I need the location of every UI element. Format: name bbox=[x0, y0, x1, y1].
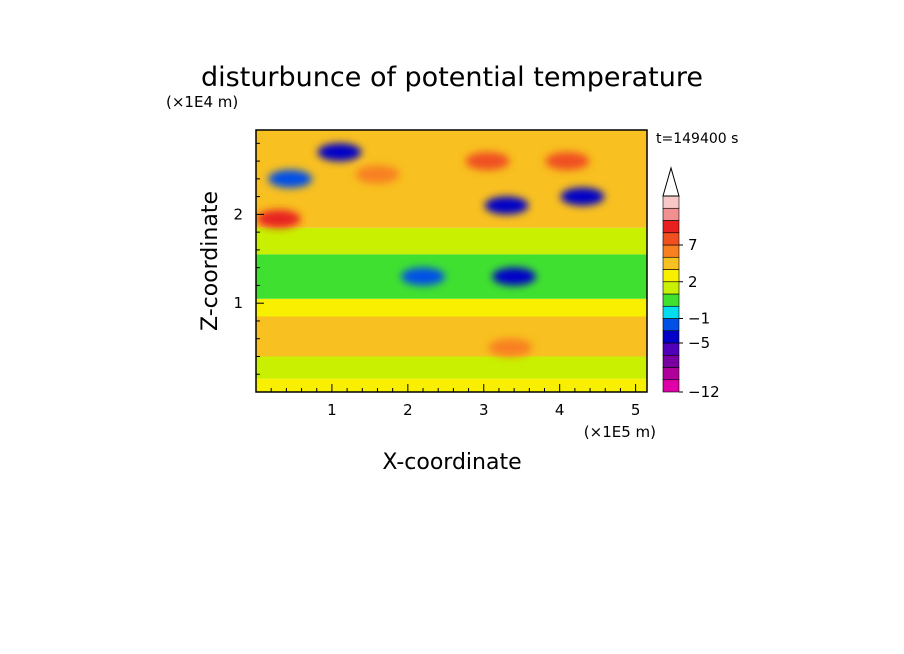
field-band-3 bbox=[256, 298, 647, 317]
colorbar-swatch bbox=[662, 269, 680, 283]
colorbar-extend-max bbox=[662, 166, 680, 197]
colorbar: −12−5−127 bbox=[662, 166, 720, 401]
y-scale-label: (×1E4 m) bbox=[166, 93, 238, 111]
colorbar-tick-label: −1 bbox=[688, 310, 710, 328]
x-tick-label: 2 bbox=[403, 401, 413, 419]
y-axis-label: Z-coordinate bbox=[198, 191, 223, 331]
colorbar-tick-label: 7 bbox=[688, 236, 698, 254]
field-band-5 bbox=[256, 227, 647, 255]
field-band-6 bbox=[256, 130, 647, 228]
field-feature-7 bbox=[268, 169, 313, 188]
field-feature-9 bbox=[492, 267, 537, 286]
colorbar-swatch bbox=[662, 342, 680, 356]
x-scale-label: (×1E5 m) bbox=[584, 423, 656, 441]
x-axis-label: X-coordinate bbox=[382, 450, 521, 475]
field-feature-2 bbox=[465, 152, 510, 171]
y-axis: 12 bbox=[233, 142, 264, 393]
x-tick-label: 5 bbox=[631, 401, 641, 419]
colorbar-tick-label: 2 bbox=[688, 273, 698, 291]
colorbar-swatch bbox=[662, 367, 680, 381]
x-tick-label: 1 bbox=[327, 401, 337, 419]
time-label: t=149400 s bbox=[656, 131, 738, 147]
field-band-1 bbox=[256, 356, 647, 379]
colorbar-swatch bbox=[662, 354, 680, 368]
field-feature-6 bbox=[317, 143, 362, 162]
colorbar-swatch bbox=[662, 379, 680, 393]
x-axis: 1 2 3 4 5 bbox=[255, 384, 641, 419]
field-feature-10 bbox=[488, 338, 533, 357]
colorbar-swatch bbox=[662, 244, 680, 258]
y-tick-label: 1 bbox=[233, 294, 243, 312]
field-feature-1 bbox=[355, 165, 400, 184]
colorbar-swatch bbox=[662, 305, 680, 319]
heatmap-field bbox=[256, 130, 647, 392]
colorbar-swatch bbox=[662, 330, 680, 344]
colorbar-swatch bbox=[662, 293, 680, 307]
colorbar-tick-label: −5 bbox=[688, 334, 710, 352]
field-feature-8 bbox=[401, 267, 446, 286]
field-band-0 bbox=[256, 378, 647, 392]
field-feature-0 bbox=[256, 209, 301, 228]
chart-title: disturbunce of potential temperature bbox=[201, 62, 703, 93]
colorbar-swatch bbox=[662, 232, 680, 246]
x-tick-label: 3 bbox=[479, 401, 489, 419]
colorbar-swatch bbox=[662, 195, 680, 209]
colorbar-swatch bbox=[662, 220, 680, 234]
colorbar-swatch bbox=[662, 207, 680, 221]
field-feature-4 bbox=[484, 196, 529, 215]
field-feature-5 bbox=[560, 187, 605, 206]
field-feature-3 bbox=[545, 152, 590, 171]
x-tick-label: 4 bbox=[555, 401, 565, 419]
y-tick-label: 2 bbox=[233, 205, 243, 223]
colorbar-swatch bbox=[662, 256, 680, 270]
plot-frame bbox=[255, 129, 648, 393]
field-band-4 bbox=[256, 254, 647, 299]
colorbar-tick-label: −12 bbox=[688, 383, 720, 401]
colorbar-swatch bbox=[662, 318, 680, 332]
colorbar-swatch bbox=[662, 281, 680, 295]
field-band-2 bbox=[256, 316, 647, 357]
